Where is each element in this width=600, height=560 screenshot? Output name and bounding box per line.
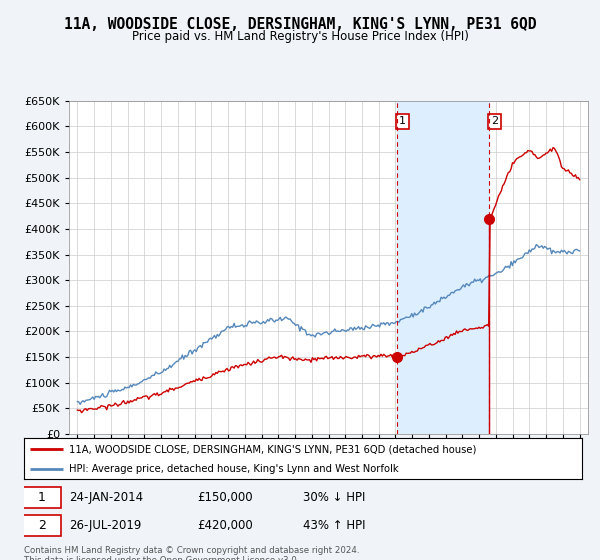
Text: 24-JAN-2014: 24-JAN-2014 bbox=[68, 491, 143, 504]
Text: 11A, WOODSIDE CLOSE, DERSINGHAM, KING'S LYNN, PE31 6QD (detached house): 11A, WOODSIDE CLOSE, DERSINGHAM, KING'S … bbox=[68, 445, 476, 454]
Text: Price paid vs. HM Land Registry's House Price Index (HPI): Price paid vs. HM Land Registry's House … bbox=[131, 30, 469, 43]
Text: £420,000: £420,000 bbox=[197, 519, 253, 532]
Text: 11A, WOODSIDE CLOSE, DERSINGHAM, KING'S LYNN, PE31 6QD: 11A, WOODSIDE CLOSE, DERSINGHAM, KING'S … bbox=[64, 17, 536, 32]
Text: 43% ↑ HPI: 43% ↑ HPI bbox=[303, 519, 365, 532]
Text: HPI: Average price, detached house, King's Lynn and West Norfolk: HPI: Average price, detached house, King… bbox=[68, 464, 398, 474]
Text: 2: 2 bbox=[38, 519, 46, 532]
Text: £150,000: £150,000 bbox=[197, 491, 253, 504]
Text: 26-JUL-2019: 26-JUL-2019 bbox=[68, 519, 141, 532]
FancyBboxPatch shape bbox=[23, 515, 61, 536]
Text: 1: 1 bbox=[399, 116, 406, 127]
Text: Contains HM Land Registry data © Crown copyright and database right 2024.
This d: Contains HM Land Registry data © Crown c… bbox=[24, 546, 359, 560]
Bar bbox=[397, 101, 489, 434]
Text: 2: 2 bbox=[491, 116, 499, 127]
FancyBboxPatch shape bbox=[23, 487, 61, 508]
Text: 30% ↓ HPI: 30% ↓ HPI bbox=[303, 491, 365, 504]
Text: 1: 1 bbox=[38, 491, 46, 504]
